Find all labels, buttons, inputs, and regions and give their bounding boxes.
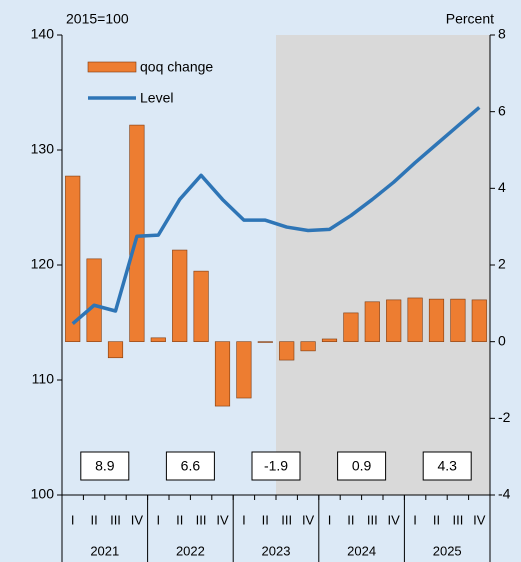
year-label: 2021 <box>90 543 119 558</box>
x-tick-label: II <box>262 512 269 527</box>
bar <box>65 175 81 342</box>
x-tick-label: III <box>452 512 463 527</box>
bar <box>107 341 124 359</box>
bar <box>450 298 466 342</box>
x-tick-label: I <box>242 512 246 527</box>
x-tick-label: III <box>110 512 121 527</box>
x-tick-label: IV <box>388 512 401 527</box>
bar <box>386 299 402 342</box>
bar <box>407 297 423 342</box>
bar <box>321 338 338 342</box>
y2-tick-label: 8 <box>498 26 506 42</box>
y-tick-label: 120 <box>31 256 55 272</box>
bar <box>129 124 145 342</box>
annual-box <box>165 451 215 481</box>
annual-box <box>80 451 130 481</box>
level-line <box>71 106 481 325</box>
forecast-shade <box>276 35 490 495</box>
y2-tick-label: 4 <box>498 179 506 195</box>
bar <box>428 298 445 342</box>
y2-tick-label: -2 <box>498 409 511 425</box>
bar <box>86 258 102 342</box>
y-tick-label: 100 <box>31 486 55 502</box>
annual-box <box>251 451 301 481</box>
y2-tick-label: 2 <box>498 256 506 272</box>
legend-label: Level <box>140 90 173 106</box>
bar <box>193 270 209 342</box>
x-tick-label: IV <box>302 512 315 527</box>
annual-label: 8.9 <box>95 458 115 474</box>
annual-label: 4.3 <box>437 458 457 474</box>
y2-tick-label: -4 <box>498 486 511 502</box>
y-tick-label: 140 <box>31 26 55 42</box>
legend-swatch <box>87 61 137 73</box>
bar <box>150 337 166 342</box>
bar <box>214 341 231 407</box>
y2-tick-label: 0 <box>498 332 506 348</box>
year-label: 2025 <box>433 543 462 558</box>
right-axis-note: Percent <box>446 11 494 27</box>
left-axis-note: 2015=100 <box>66 11 129 27</box>
bar <box>236 341 252 399</box>
x-tick-label: III <box>196 512 207 527</box>
bar <box>257 341 273 343</box>
y2-tick-label: 6 <box>498 102 506 118</box>
x-tick-label: II <box>347 512 354 527</box>
bar <box>343 312 359 342</box>
x-tick-label: IV <box>216 512 229 527</box>
year-label: 2024 <box>347 543 376 558</box>
bar <box>364 301 380 342</box>
x-tick-label: I <box>156 512 160 527</box>
bar <box>279 341 295 361</box>
x-tick-label: I <box>328 512 332 527</box>
year-label: 2022 <box>176 543 205 558</box>
x-tick-label: I <box>413 512 417 527</box>
x-tick-label: III <box>367 512 378 527</box>
bar <box>471 299 487 342</box>
x-tick-label: III <box>281 512 292 527</box>
bar <box>300 341 316 352</box>
x-tick-label: II <box>90 512 97 527</box>
annual-label: -1.9 <box>264 458 288 474</box>
x-tick-label: II <box>433 512 440 527</box>
x-tick-label: IV <box>131 512 144 527</box>
legend-label: qoq change <box>140 59 213 75</box>
x-tick-label: IV <box>473 512 486 527</box>
year-label: 2023 <box>262 543 291 558</box>
annual-box <box>337 451 387 481</box>
y-tick-label: 110 <box>32 371 55 387</box>
annual-box <box>422 451 472 481</box>
x-tick-label: II <box>176 512 183 527</box>
annual-label: 6.6 <box>181 458 201 474</box>
x-tick-label: I <box>71 512 75 527</box>
y-tick-label: 130 <box>31 141 55 157</box>
bar <box>172 249 188 342</box>
annual-label: 0.9 <box>352 458 372 474</box>
